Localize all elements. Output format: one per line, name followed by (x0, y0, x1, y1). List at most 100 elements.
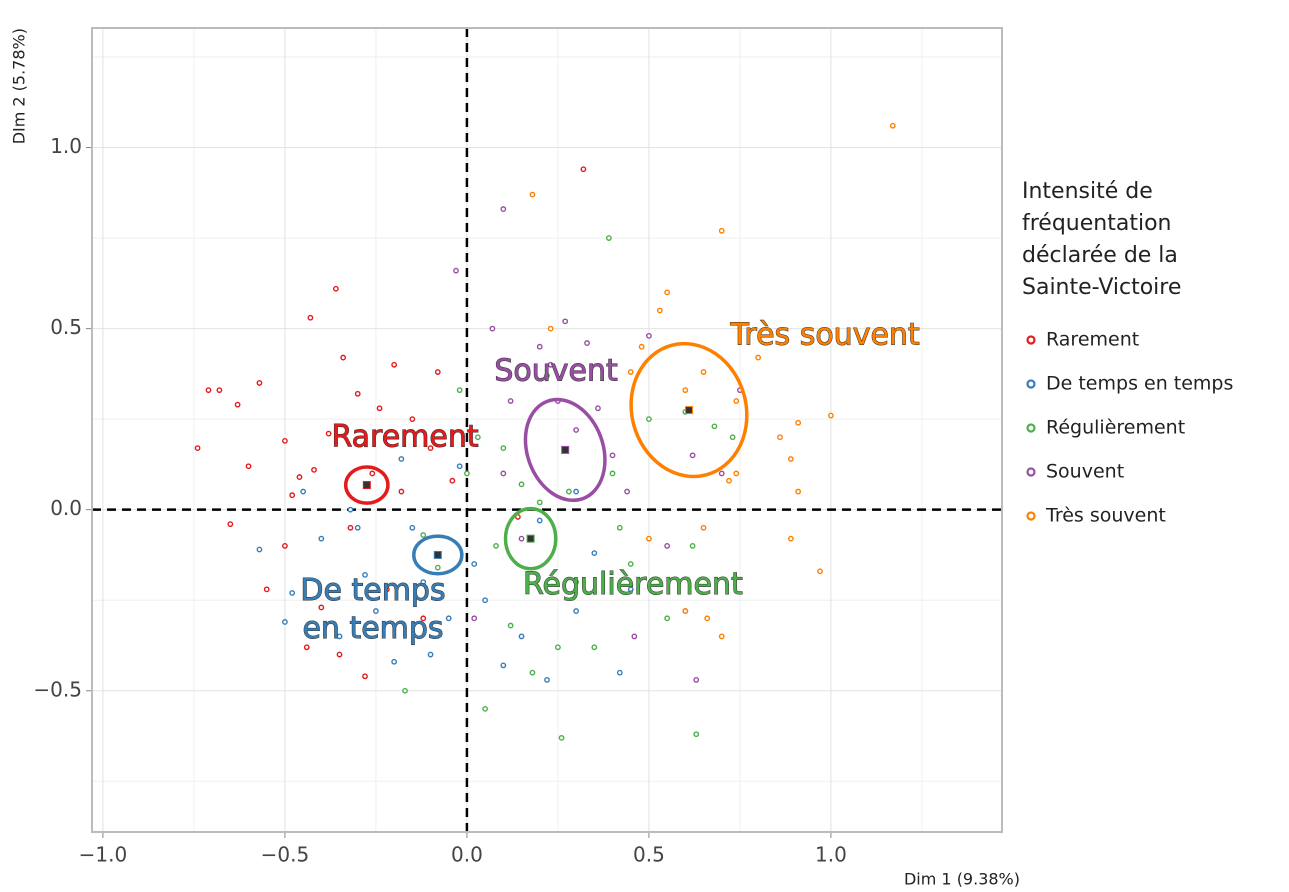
annotation: Régulièrement (523, 567, 743, 602)
point (362, 571, 368, 578)
point (474, 434, 481, 441)
confidence-ellipse (503, 506, 558, 571)
legend-title: déclarée de la (1022, 243, 1178, 268)
point (391, 658, 398, 665)
point (354, 390, 361, 397)
point (482, 705, 489, 712)
point (544, 372, 550, 379)
point (664, 615, 671, 622)
point (777, 434, 783, 441)
point (544, 676, 550, 683)
point (733, 470, 740, 477)
point (500, 445, 507, 452)
point (420, 532, 427, 538)
point (318, 535, 325, 542)
point (303, 644, 310, 651)
point (471, 615, 478, 622)
point (409, 416, 416, 423)
point (616, 669, 623, 676)
point (464, 470, 470, 477)
x-tick-label: 0.5 (633, 843, 665, 867)
point (558, 734, 565, 741)
point (456, 387, 463, 394)
point (627, 369, 634, 375)
point (547, 325, 554, 332)
point (689, 542, 696, 549)
legend-symbol (1026, 467, 1036, 477)
point (362, 673, 368, 680)
point (336, 633, 343, 640)
point (409, 524, 416, 531)
point (605, 235, 612, 241)
legend-label: Souvent (1046, 461, 1124, 483)
point (616, 524, 623, 531)
point (369, 470, 376, 477)
point (325, 430, 332, 437)
point (573, 608, 580, 614)
point (245, 463, 252, 470)
centroid (433, 550, 442, 559)
point (591, 644, 598, 651)
point (289, 492, 296, 499)
point (817, 568, 823, 575)
annotation: Souvent (494, 354, 618, 389)
point (194, 445, 201, 452)
point (755, 354, 762, 361)
point (787, 456, 794, 462)
point (733, 398, 740, 404)
y-tick-label: −0.5 (33, 677, 82, 701)
point (562, 318, 569, 325)
point (787, 535, 794, 542)
point (624, 488, 630, 495)
point (434, 564, 441, 571)
point (402, 687, 408, 694)
point (889, 122, 896, 129)
point (263, 586, 270, 593)
confidence-ellipse (629, 341, 749, 479)
point (536, 343, 543, 350)
centroid (526, 534, 535, 543)
point (718, 227, 725, 234)
y-axis-title: DIm 2 (5.78%) (10, 28, 29, 144)
point (693, 731, 700, 738)
confidence-ellipse (343, 465, 390, 505)
annotation: De temps (300, 573, 445, 608)
point (282, 542, 288, 549)
point (493, 542, 499, 549)
point (347, 524, 354, 531)
x-tick-label: 1.0 (815, 843, 847, 867)
x-axis-title: Dim 1 (9.38%) (904, 870, 1020, 889)
point (383, 586, 390, 593)
point (471, 561, 478, 567)
point (638, 343, 645, 350)
point (565, 488, 572, 495)
point (398, 488, 405, 495)
point (318, 604, 325, 611)
confidence-ellipse (523, 397, 607, 503)
point (507, 398, 514, 404)
point (627, 561, 634, 567)
point (656, 307, 663, 314)
point (682, 608, 689, 614)
point (718, 470, 725, 477)
point (449, 477, 456, 484)
point (311, 466, 317, 473)
point (354, 524, 361, 531)
x-tick-label: −0.5 (261, 843, 310, 867)
point (584, 340, 590, 346)
point (689, 452, 696, 459)
legend-symbol (1026, 511, 1036, 521)
point (609, 470, 616, 477)
point (427, 445, 434, 452)
point (682, 387, 689, 394)
point (573, 427, 580, 433)
point (518, 481, 525, 488)
confidence-ellipse (412, 534, 464, 576)
point (227, 521, 234, 528)
point (376, 405, 383, 412)
point (646, 416, 652, 423)
point (456, 463, 463, 470)
legend-label: Régulièrement (1046, 417, 1185, 439)
point (795, 488, 802, 495)
